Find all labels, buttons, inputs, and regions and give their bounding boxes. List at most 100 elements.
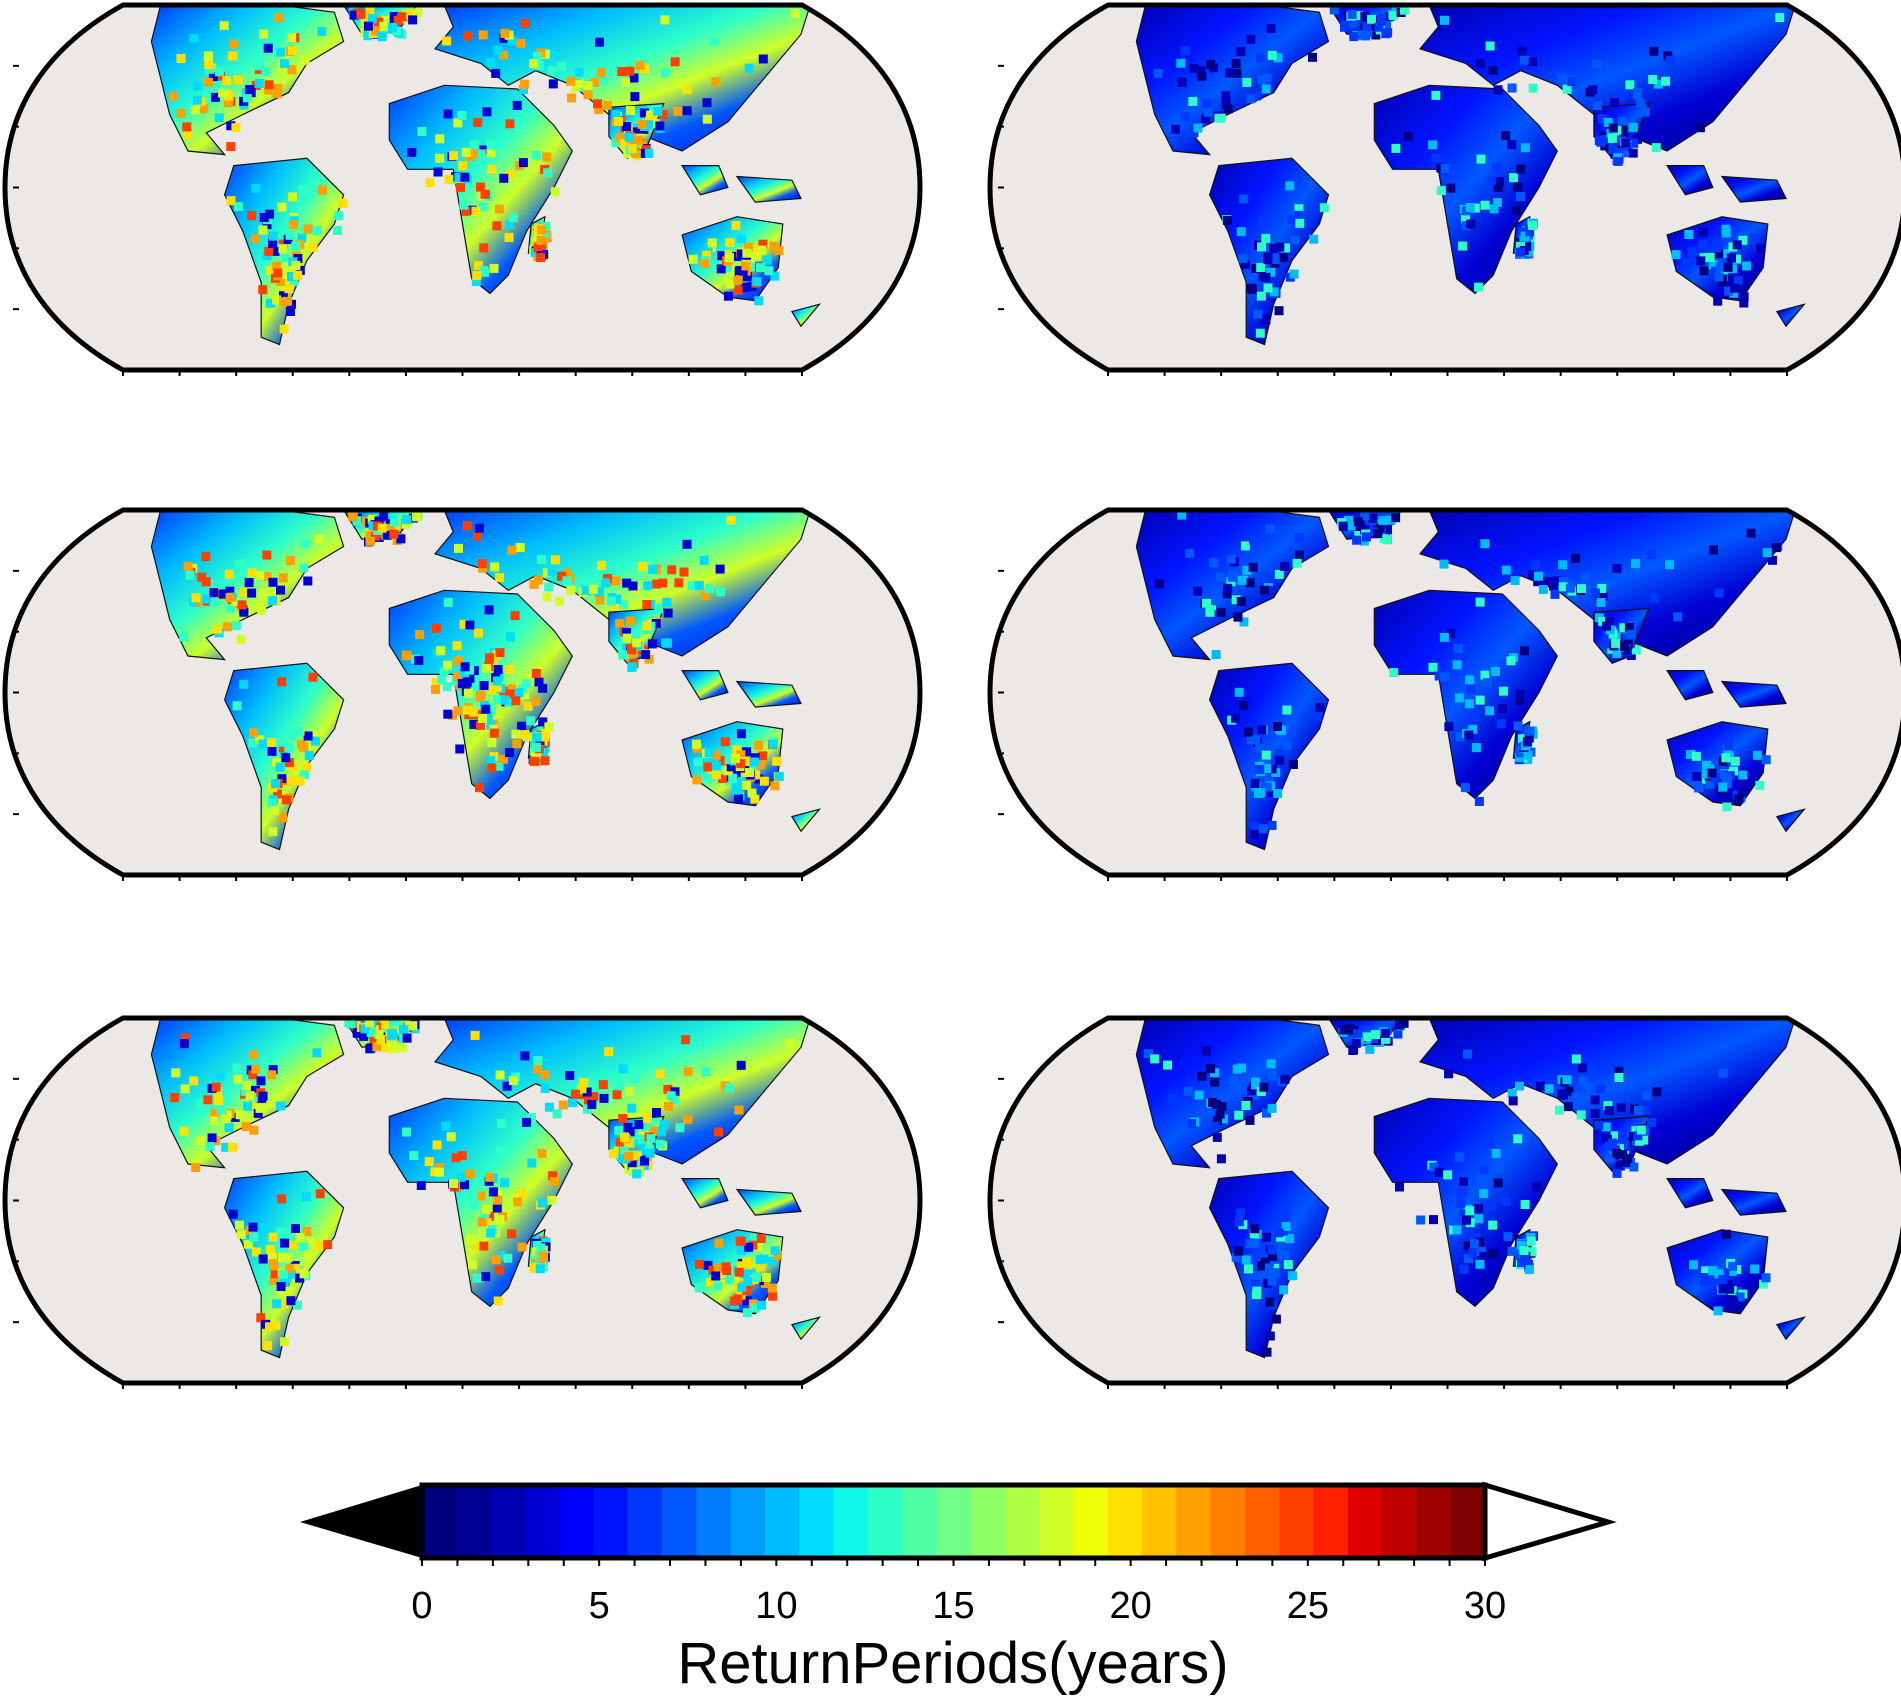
grid-cell bbox=[270, 1269, 280, 1279]
grid-cell bbox=[609, 1149, 618, 1159]
grid-cell bbox=[1215, 1109, 1225, 1119]
grid-cell bbox=[399, 1025, 408, 1034]
grid-cell bbox=[1207, 1097, 1217, 1107]
grid-cell bbox=[287, 33, 297, 43]
grid-cell bbox=[517, 1242, 527, 1252]
grid-cell bbox=[266, 738, 276, 748]
grid-cell bbox=[674, 79, 684, 89]
grid-cell bbox=[1598, 616, 1608, 626]
grid-cell bbox=[1202, 598, 1211, 608]
grid-cell bbox=[1722, 802, 1732, 812]
grid-cell bbox=[415, 630, 425, 640]
grid-cell bbox=[288, 192, 297, 202]
grid-cell bbox=[258, 1254, 268, 1264]
grid-cell bbox=[280, 49, 290, 59]
grid-cell bbox=[1692, 772, 1702, 781]
grid-cell bbox=[235, 1110, 245, 1120]
grid-cell bbox=[1394, 1020, 1404, 1030]
grid-cell bbox=[1596, 137, 1606, 147]
grid-cell bbox=[497, 1119, 507, 1129]
grid-cell bbox=[1475, 695, 1485, 705]
grid-cell bbox=[1471, 743, 1481, 753]
grid-cell bbox=[478, 559, 487, 569]
grid-cell bbox=[302, 1227, 312, 1236]
grid-cell bbox=[512, 100, 522, 110]
grid-cell bbox=[243, 1101, 253, 1111]
grid-cell bbox=[493, 695, 503, 705]
grid-cell bbox=[1360, 11, 1370, 21]
grid-cell bbox=[1577, 584, 1586, 594]
grid-cell bbox=[267, 1070, 277, 1080]
grid-cell bbox=[1236, 227, 1246, 237]
grid-cell bbox=[249, 727, 259, 737]
grid-cell bbox=[1457, 654, 1467, 664]
grid-cell bbox=[529, 59, 539, 69]
land-heatmap bbox=[1135, 510, 1806, 851]
grid-cell bbox=[756, 1234, 766, 1243]
grid-cell bbox=[1153, 68, 1163, 78]
grid-cell bbox=[1496, 719, 1506, 729]
grid-cell bbox=[1479, 1189, 1489, 1199]
grid-cell bbox=[1287, 215, 1297, 225]
grid-cell bbox=[1261, 84, 1271, 94]
grid-cell bbox=[550, 49, 559, 59]
grid-cell bbox=[202, 594, 212, 604]
grid-cell bbox=[1634, 1105, 1643, 1115]
grid-cell bbox=[283, 296, 292, 306]
grid-cell bbox=[280, 1238, 290, 1248]
grid-cell bbox=[713, 1281, 723, 1291]
grid-cell bbox=[248, 738, 258, 748]
continent bbox=[1775, 808, 1806, 833]
grid-cell bbox=[1459, 1264, 1469, 1274]
grid-cell bbox=[1282, 705, 1292, 715]
grid-cell bbox=[1596, 598, 1606, 607]
grid-cell bbox=[618, 1064, 628, 1074]
grid-cell bbox=[1721, 773, 1731, 783]
continent bbox=[735, 1188, 802, 1216]
grid-cell bbox=[646, 110, 656, 120]
grid-cell bbox=[1506, 656, 1516, 666]
grid-cell bbox=[1610, 1131, 1620, 1141]
grid-cell bbox=[463, 705, 473, 715]
grid-cell bbox=[520, 1051, 530, 1061]
frame-ticks bbox=[13, 1077, 803, 1389]
grid-cell bbox=[624, 132, 634, 142]
grid-cell bbox=[1608, 1138, 1617, 1148]
grid-cell bbox=[209, 588, 219, 598]
grid-cell bbox=[540, 1070, 550, 1080]
grid-cell bbox=[521, 679, 531, 689]
grid-cell bbox=[1256, 53, 1265, 63]
grid-cell bbox=[548, 1171, 558, 1181]
grid-cell bbox=[190, 105, 200, 115]
grid-cell bbox=[1480, 200, 1490, 210]
grid-cell bbox=[272, 295, 281, 305]
grid-cell bbox=[482, 1218, 492, 1228]
grid-cell bbox=[1516, 164, 1526, 174]
grid-cell bbox=[1267, 1071, 1277, 1081]
grid-cell bbox=[682, 85, 692, 94]
continent bbox=[1135, 1018, 1330, 1169]
colorbar-bin bbox=[593, 1485, 629, 1558]
grid-cell bbox=[1713, 296, 1723, 306]
grid-cell bbox=[1708, 1266, 1718, 1276]
grid-cell bbox=[285, 1264, 294, 1274]
continent bbox=[681, 165, 729, 196]
grid-cell bbox=[1255, 743, 1265, 753]
grid-cell bbox=[294, 726, 304, 736]
grid-cell bbox=[442, 36, 452, 46]
grid-cell bbox=[263, 1341, 273, 1351]
grid-cell bbox=[703, 244, 713, 254]
grid-cell bbox=[374, 1030, 384, 1040]
grid-cell bbox=[736, 234, 746, 244]
grid-cells bbox=[179, 511, 784, 837]
grid-cell bbox=[736, 729, 746, 739]
grid-cell bbox=[413, 8, 423, 18]
colorbar-bin bbox=[524, 1485, 560, 1558]
grid-cell bbox=[517, 721, 527, 731]
grid-cell bbox=[491, 1255, 501, 1265]
grid-cell bbox=[653, 106, 663, 116]
grid-cell bbox=[566, 585, 576, 595]
grid-cell bbox=[1469, 1239, 1479, 1249]
grid-cell bbox=[533, 243, 543, 253]
grid-cell bbox=[594, 587, 604, 597]
